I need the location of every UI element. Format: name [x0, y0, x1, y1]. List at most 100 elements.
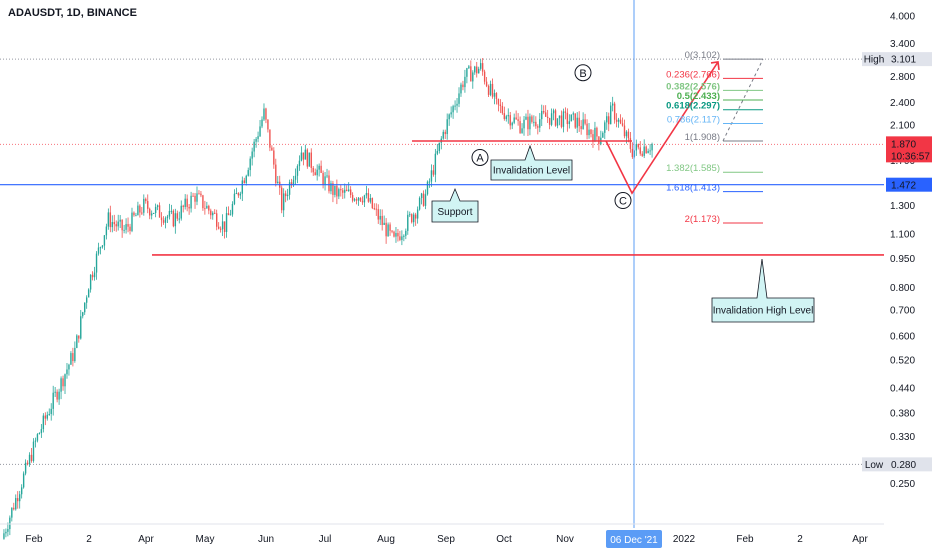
candle-body [164, 218, 167, 223]
candle-body [643, 146, 645, 156]
candle-body [286, 194, 289, 197]
candle-body [625, 131, 628, 137]
candle-body [413, 214, 415, 223]
candle-body [166, 216, 169, 219]
candle-body [306, 149, 309, 167]
candle-body [483, 71, 486, 82]
candle-body [68, 364, 70, 370]
candle-body [182, 205, 184, 207]
candle-body [422, 193, 425, 206]
candle-body [525, 116, 527, 120]
candle-body [170, 210, 173, 212]
callout-box [490, 144, 573, 181]
fib-level-label: 0.382(2.576) [666, 81, 720, 92]
candle-body [485, 81, 488, 87]
candle-body [54, 391, 56, 393]
candle-body [363, 195, 366, 203]
candle-body [15, 498, 17, 510]
candle-body [320, 165, 322, 173]
candle-body [501, 106, 504, 114]
candle-body [200, 193, 202, 196]
price-tick-label: 2.400 [890, 98, 915, 109]
candle-body [95, 253, 98, 273]
candle-body [117, 221, 119, 227]
candle-body [448, 114, 450, 120]
price-tick-label: 1.300 [890, 201, 915, 212]
candle-body [391, 230, 393, 232]
candle-body [527, 116, 529, 130]
candle-body [602, 132, 604, 138]
candle-body [349, 189, 352, 195]
candle-body [302, 152, 305, 160]
candle-body [647, 150, 649, 154]
candle-body [328, 175, 330, 192]
candle-body [19, 494, 21, 502]
price-axis[interactable]: 4.0003.4002.8002.4002.1001.7001.3001.100… [862, 12, 932, 490]
candle-body [273, 150, 275, 165]
candle-body [304, 149, 307, 160]
time-tick-label: Oct [496, 534, 512, 545]
candle-body [310, 152, 312, 168]
candle-body [326, 175, 328, 177]
wave-label: A [476, 152, 484, 164]
candle-body [26, 462, 29, 465]
candle-body [292, 179, 295, 186]
candle-body [152, 213, 155, 215]
price-tick-label: 0.440 [890, 384, 915, 395]
time-axis[interactable]: Feb 2 Apr May Jun Jul Aug Sep Oct Nov 2022 Feb 2 Apr 0… [0, 523, 884, 548]
candle-body [377, 209, 379, 220]
candle-body [411, 214, 413, 223]
projection-arrowhead [710, 61, 720, 71]
candle-body [611, 103, 614, 106]
candle-body [168, 210, 171, 217]
candle-body [271, 147, 273, 151]
candle-body [588, 129, 590, 136]
low-tag-text: Low [865, 460, 884, 471]
candle-body [332, 183, 334, 195]
candle-body [476, 66, 478, 74]
candle-body [541, 110, 543, 120]
candle-body [38, 432, 41, 435]
candle-body [478, 68, 480, 74]
candle-body [186, 198, 188, 207]
time-tick-label: Jun [258, 534, 274, 545]
candle-body [572, 113, 574, 115]
candle-body [58, 391, 60, 400]
candle-body [615, 119, 618, 122]
candle-body [113, 222, 115, 225]
candle-body [223, 221, 226, 232]
candle-body [162, 220, 165, 223]
candle-body [145, 198, 147, 202]
price-tick-label: 4.000 [890, 12, 915, 23]
candle-body [192, 195, 194, 197]
candle-body [263, 108, 265, 120]
candle-body [36, 434, 39, 441]
candle-body [241, 180, 244, 194]
candle-body [371, 198, 374, 209]
candle-body [227, 213, 230, 216]
candle-body [546, 116, 549, 118]
fib-level-label: 0.5(2.433) [677, 91, 720, 102]
wave-marker-B [574, 64, 592, 82]
candle-body [78, 335, 80, 339]
candle-body [519, 121, 521, 133]
candle-body [430, 170, 433, 182]
candle-body [517, 119, 519, 122]
candle-body [592, 134, 594, 142]
price-tick-label: 0.520 [890, 356, 915, 367]
candle-body [5, 531, 7, 534]
candle-body [84, 302, 86, 313]
candle-body [436, 150, 439, 154]
invalidation-level-callout: Invalidation Level [490, 144, 573, 181]
current-price-badge [886, 136, 932, 163]
candle-body [383, 222, 385, 225]
candle-body [221, 221, 224, 230]
candle-body [178, 218, 180, 220]
candle-body [564, 111, 567, 113]
candle-body [129, 226, 131, 231]
candle-body [308, 152, 310, 167]
candle-body [639, 147, 641, 154]
grid [0, 58, 884, 465]
candle-body [290, 182, 293, 186]
